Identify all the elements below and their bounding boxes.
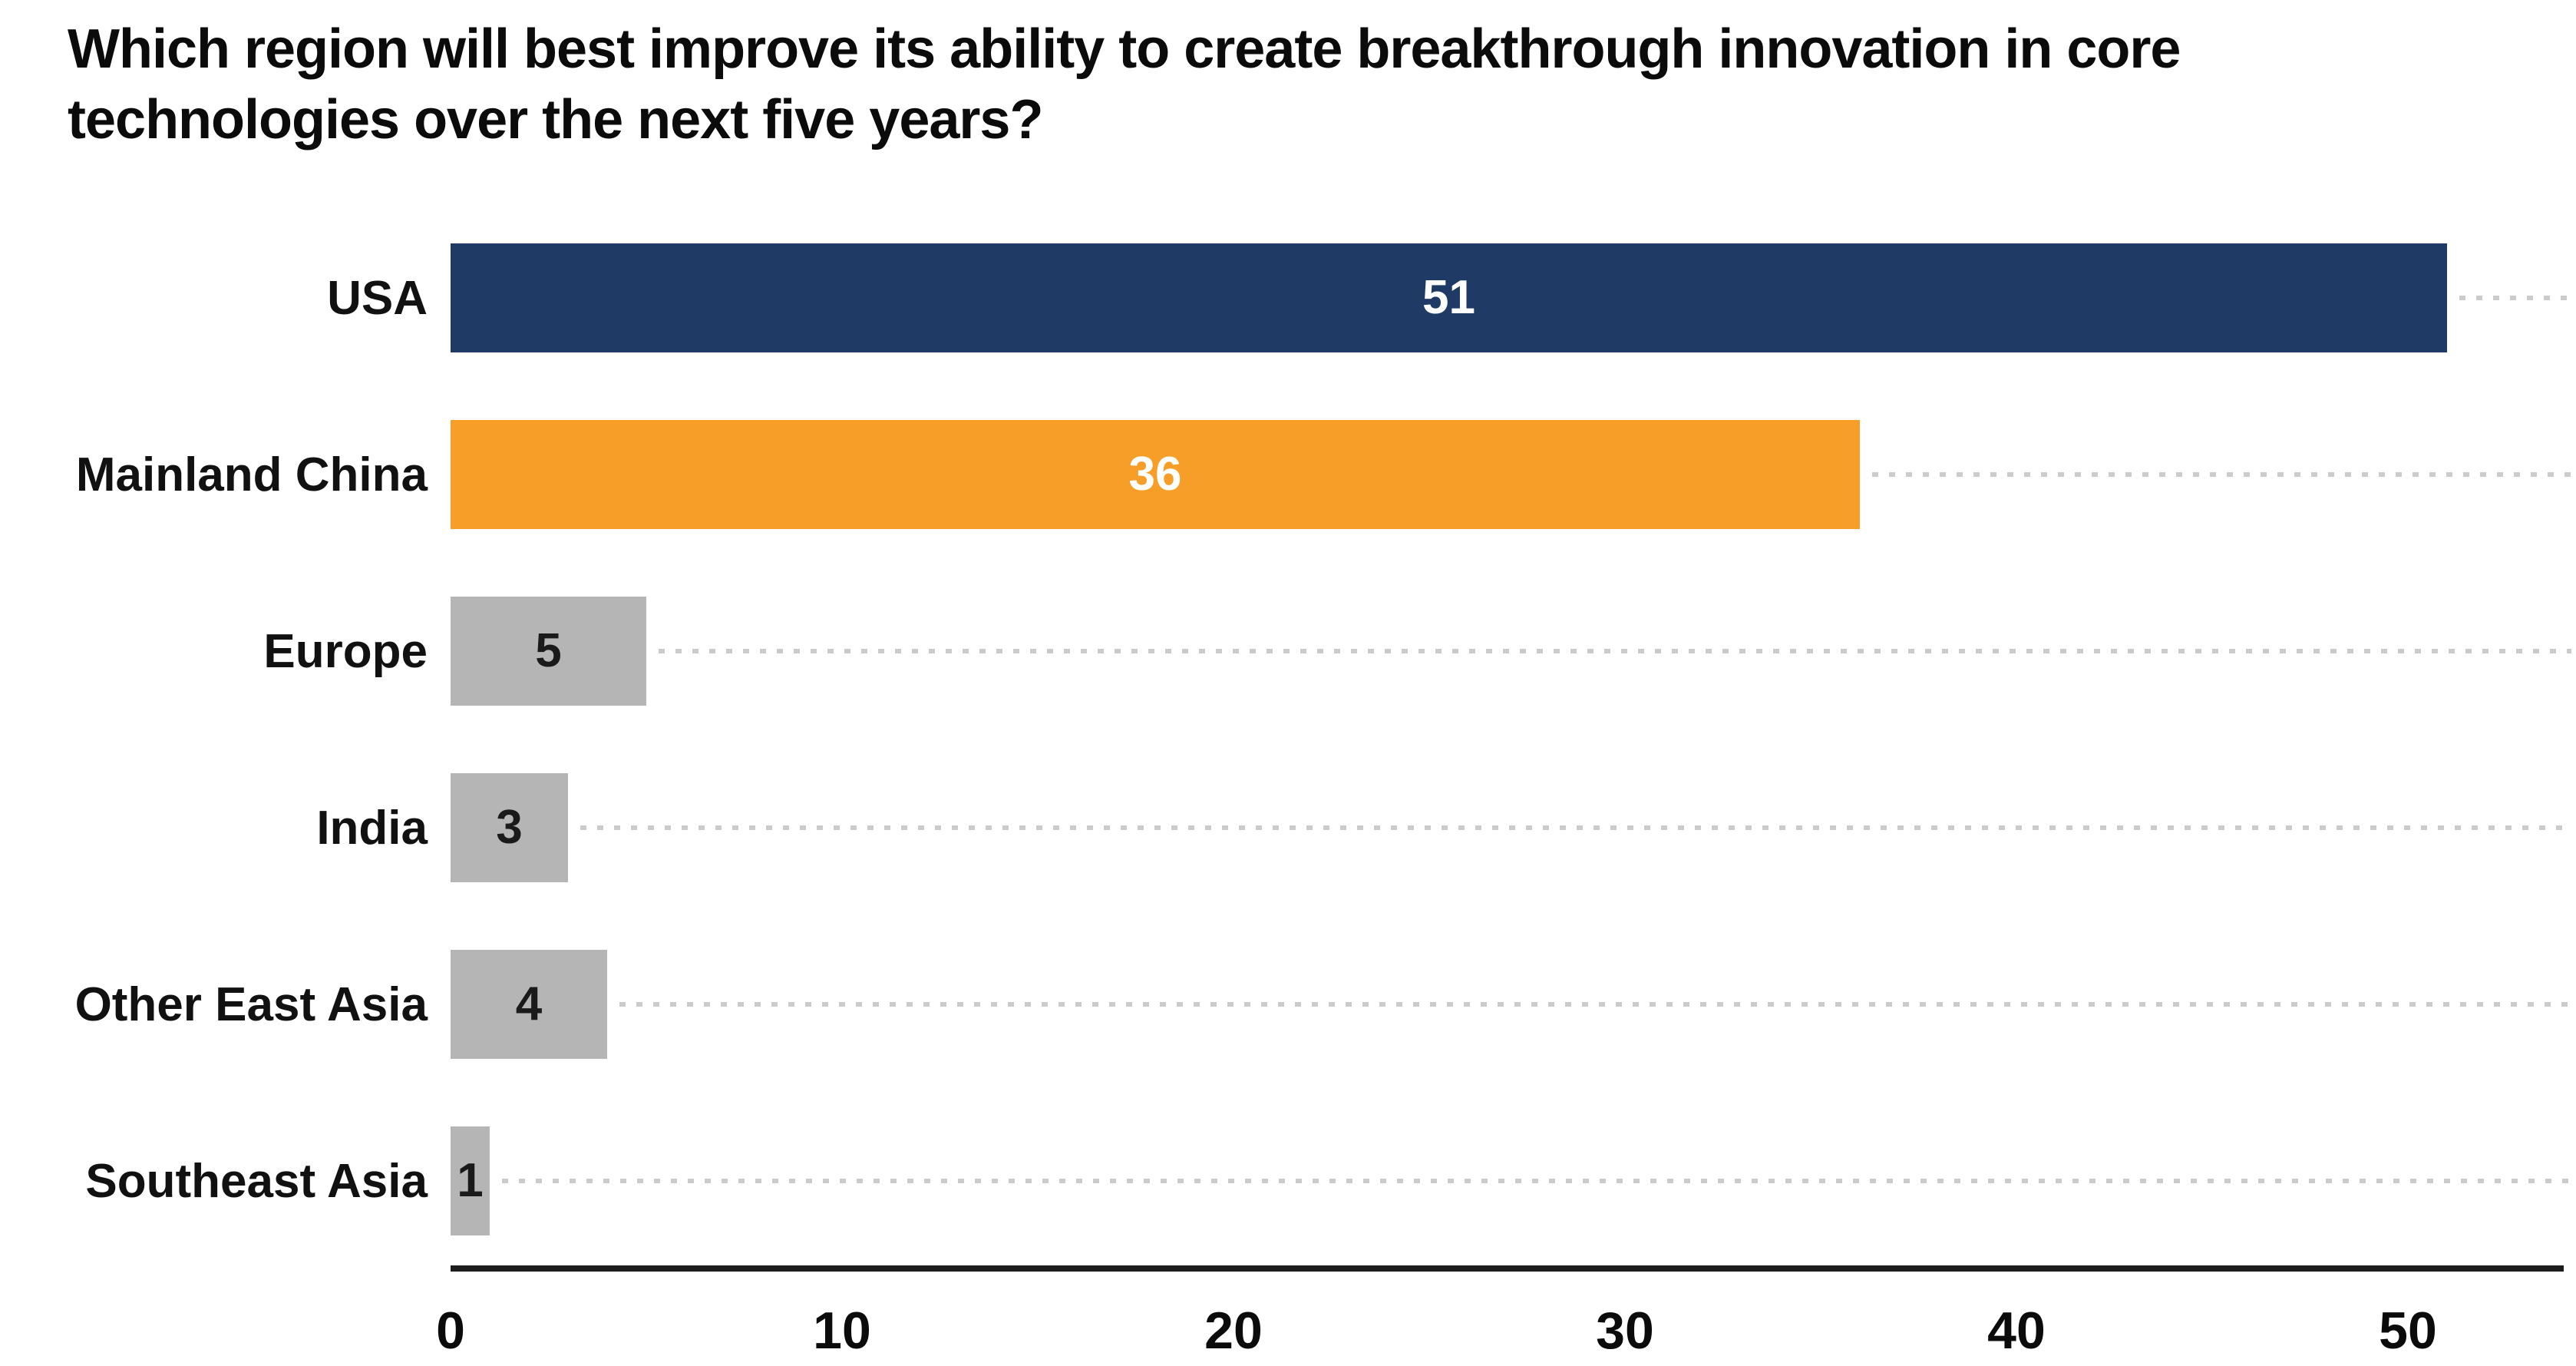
x-axis-line [451, 1265, 2564, 1272]
bar: 1 [451, 1126, 490, 1235]
x-axis-tick-label: 0 [436, 1302, 465, 1360]
dotted-leader-line [2459, 296, 2571, 300]
bar-row: USA 51 [0, 243, 2576, 352]
category-label: India [316, 801, 428, 855]
category-label: USA [327, 271, 428, 325]
dotted-leader-line [1872, 472, 2571, 477]
dotted-leader-line [580, 825, 2571, 830]
x-axis-tick-label: 30 [1596, 1302, 1654, 1360]
category-label: Other East Asia [74, 977, 428, 1031]
dotted-leader-line [659, 649, 2571, 653]
bar-value-label: 1 [457, 1154, 484, 1207]
bar: 51 [451, 243, 2447, 352]
bar: 4 [451, 950, 607, 1059]
bar-row: Mainland China 36 [0, 420, 2576, 529]
category-label: Mainland China [75, 448, 428, 501]
dotted-leader-line [502, 1179, 2571, 1183]
bar-row: India 3 [0, 773, 2576, 882]
x-axis-tick-label: 20 [1204, 1302, 1263, 1360]
bar-row: Southeast Asia 1 [0, 1126, 2576, 1235]
dotted-leader-line [619, 1002, 2571, 1007]
x-axis-tick-label: 40 [1987, 1302, 2046, 1360]
category-label: Southeast Asia [85, 1154, 428, 1208]
chart-title-line-1: Which region will best improve its abili… [68, 18, 2181, 80]
bar-value-label: 36 [1128, 448, 1182, 501]
bar: 36 [451, 420, 1860, 529]
bar-value-label: 51 [1422, 271, 1475, 324]
x-axis-tick-label: 50 [2379, 1302, 2437, 1360]
bar-row: Europe 5 [0, 597, 2576, 706]
bar-value-label: 5 [535, 624, 562, 677]
bar: 3 [451, 773, 568, 882]
chart-title-line-2: technologies over the next five years? [68, 89, 1043, 150]
category-label: Europe [263, 624, 428, 678]
x-axis-tick-label: 10 [813, 1302, 871, 1360]
bar-value-label: 4 [515, 977, 543, 1030]
bar-row: Other East Asia 4 [0, 950, 2576, 1059]
chart-title: Which region will best improve its abili… [68, 14, 2181, 155]
bar-value-label: 3 [496, 801, 523, 854]
bar: 5 [451, 597, 646, 706]
